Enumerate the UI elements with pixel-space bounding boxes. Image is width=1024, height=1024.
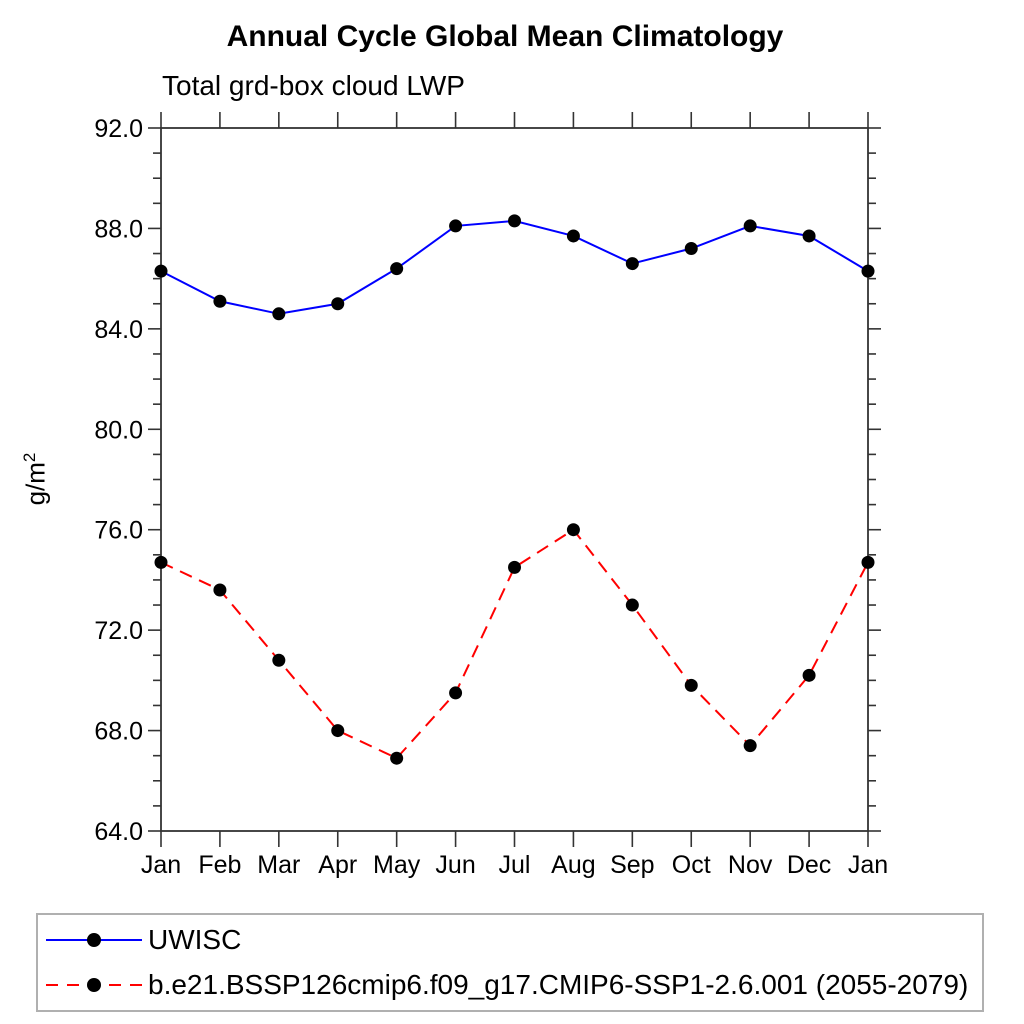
plot-area: 64.0 68.0 72.0 76.0 80.0 84.0 88.0 92.0 Jan Feb Ma… [94,112,888,879]
legend-label-model: b.e21.BSSP126cmip6.f09_g17.CMIP6-SSP1-2.… [148,969,969,1001]
data-point-uwisc-Mar [272,307,286,321]
data-point-model-Aug [566,523,580,537]
y-tick-label: 76.0 [94,517,143,545]
data-point-uwisc-Jun [449,219,463,233]
x-tick-label: Feb [198,851,241,879]
data-point-uwisc-Oct [684,242,698,256]
legend: UWISC b.e21.BSSP126cmip6.f09_g17.CMIP6-S… [36,913,984,1012]
data-point-uwisc-Jul [508,214,521,228]
data-point-uwisc-Aug [566,229,580,243]
data-point-model-Nov [743,739,757,753]
x-tick-label: May [373,851,421,879]
data-point-model-Jul [508,560,521,574]
data-point-model-Sep [625,598,639,612]
x-tick-label: Mar [257,851,300,879]
x-tick-label: Apr [318,851,357,879]
y-tick-label: 72.0 [94,617,143,645]
x-tick-label: Nov [728,851,773,879]
y-tick-label: 68.0 [94,718,143,746]
data-point-model-Apr [331,724,345,738]
legend-label-uwisc: UWISC [148,923,242,955]
x-tick-label: Oct [672,851,711,879]
data-point-uwisc-Apr [331,297,345,311]
data-point-uwisc-Feb [213,294,227,308]
data-point-model-Jan [154,555,168,569]
legend-sample-uwisc [46,932,142,948]
legend-marker-dot [87,978,101,993]
data-point-uwisc-Jan [154,264,168,278]
data-point-model-Mar [272,653,286,667]
legend-item-model: b.e21.BSSP126cmip6.f09_g17.CMIP6-SSP1-2.… [38,963,982,1007]
y-tick-label: 64.0 [94,818,143,846]
data-point-model-May [390,751,404,765]
x-tick-label: Jan [848,851,888,879]
data-point-uwisc-May [390,262,404,276]
x-tick-label: Jul [499,851,531,879]
chart-title: Annual Cycle Global Mean Climatology [226,20,784,53]
x-tick-label: Dec [787,851,831,879]
data-point-uwisc-Dec [802,229,816,243]
data-point-model-Jun [449,686,463,700]
x-tick-label: Sep [610,851,654,879]
data-point-model-Jan [861,555,875,569]
y-tick-label: 88.0 [94,215,143,243]
plot-frame [160,127,869,832]
data-point-model-Dec [802,668,816,682]
series-line-uwisc [160,219,869,315]
y-tick-label: 80.0 [94,416,143,444]
legend-item-uwisc: UWISC [38,918,982,962]
legend-marker-dot [87,932,101,947]
data-point-uwisc-Sep [625,257,639,271]
data-point-uwisc-Jan [861,264,875,278]
y-tick-label: 92.0 [94,115,143,143]
data-point-model-Feb [213,583,227,597]
legend-sample-model [46,977,142,993]
data-point-model-Oct [684,678,698,692]
data-point-uwisc-Nov [743,219,757,233]
x-tick-label: Jan [141,851,181,879]
y-tick-label: 84.0 [94,316,143,344]
chart-subtitle: Total grd-box cloud LWP [162,70,465,101]
x-tick-label: Jun [435,851,475,879]
x-tick-label: Aug [551,851,595,879]
